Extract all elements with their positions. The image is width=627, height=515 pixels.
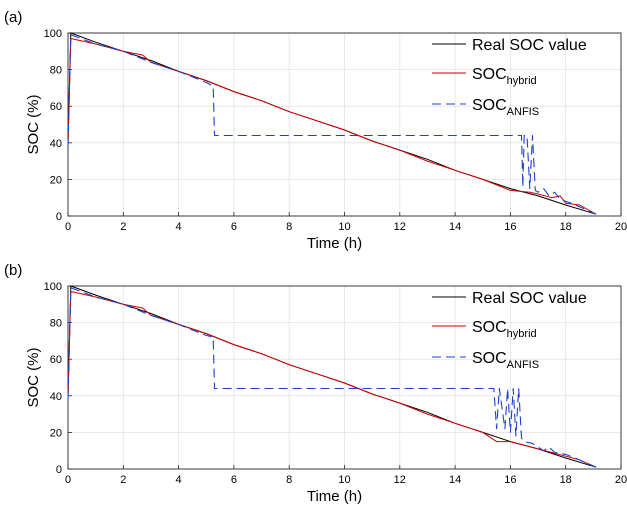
x-tick-label: 16 <box>504 221 516 233</box>
x-tick-label: 14 <box>449 221 461 233</box>
legend-entry-label: SOChybrid <box>472 66 537 87</box>
x-tick-label: 8 <box>286 221 292 233</box>
x-axis-label: Time (h) <box>307 488 362 505</box>
x-tick-label: 6 <box>231 221 237 233</box>
y-tick-label: 60 <box>50 101 62 113</box>
series-line-soc-anfis <box>67 34 597 215</box>
y-tick-label: 60 <box>50 354 62 366</box>
y-tick-label: 0 <box>56 464 62 476</box>
x-tick-label: 2 <box>120 474 126 486</box>
legend: Real SOC value SOChybrid SOCANFIS <box>432 37 587 118</box>
x-tick-label: 8 <box>286 474 292 486</box>
legend: Real SOC value SOChybrid SOCANFIS <box>432 290 587 371</box>
x-tick-label: 0 <box>65 221 71 233</box>
y-tick-label: 80 <box>50 65 62 77</box>
x-tick-label: 6 <box>231 474 237 486</box>
x-tick-label: 16 <box>504 474 516 486</box>
y-tick-label: 100 <box>44 281 62 293</box>
x-tick-label: 2 <box>120 221 126 233</box>
x-tick-label: 20 <box>615 474 627 486</box>
x-tick-label: 20 <box>615 221 627 233</box>
y-tick-label: 80 <box>50 318 62 330</box>
series-line-soc-hybrid <box>67 291 597 468</box>
legend-entry-label: SOChybrid <box>472 319 537 340</box>
x-tick-label: 14 <box>449 474 461 486</box>
y-tick-label: 40 <box>50 391 62 403</box>
legend-entry-label: Real SOC value <box>472 290 587 307</box>
chart-panel-a: 0 2 4 6 8 10 12 14 16 18 20 0 20 40 60 80 100 Time (h) SOC… <box>4 9 627 252</box>
x-tick-label: 4 <box>176 474 182 486</box>
y-axis-label: SOC (%) <box>25 347 42 407</box>
panel-label: (a) <box>4 9 22 26</box>
x-tick-label: 18 <box>560 474 572 486</box>
legend-entry-label: Real SOC value <box>472 37 587 54</box>
legend-entry-label: SOCANFIS <box>472 350 539 371</box>
x-tick-label: 4 <box>176 221 182 233</box>
y-tick-label: 20 <box>50 174 62 186</box>
x-tick-label: 0 <box>65 474 71 486</box>
x-tick-label: 18 <box>560 221 572 233</box>
y-tick-label: 0 <box>56 211 62 223</box>
x-tick-label: 10 <box>338 474 350 486</box>
y-tick-label: 40 <box>50 138 62 150</box>
y-tick-label: 20 <box>50 427 62 439</box>
chart-panel-b: 0 2 4 6 8 10 12 14 16 18 20 0 20 40 60 80 100 Time (h) SOC… <box>4 262 627 505</box>
legend-entry-label: SOCANFIS <box>472 97 539 118</box>
x-tick-label: 12 <box>394 221 406 233</box>
x-tick-label: 10 <box>338 221 350 233</box>
y-axis-label: SOC (%) <box>25 94 42 154</box>
series-line-soc-anfis <box>67 287 597 468</box>
x-axis-label: Time (h) <box>307 235 362 252</box>
x-tick-label: 12 <box>394 474 406 486</box>
panel-label: (b) <box>4 262 22 279</box>
y-tick-label: 100 <box>44 28 62 40</box>
